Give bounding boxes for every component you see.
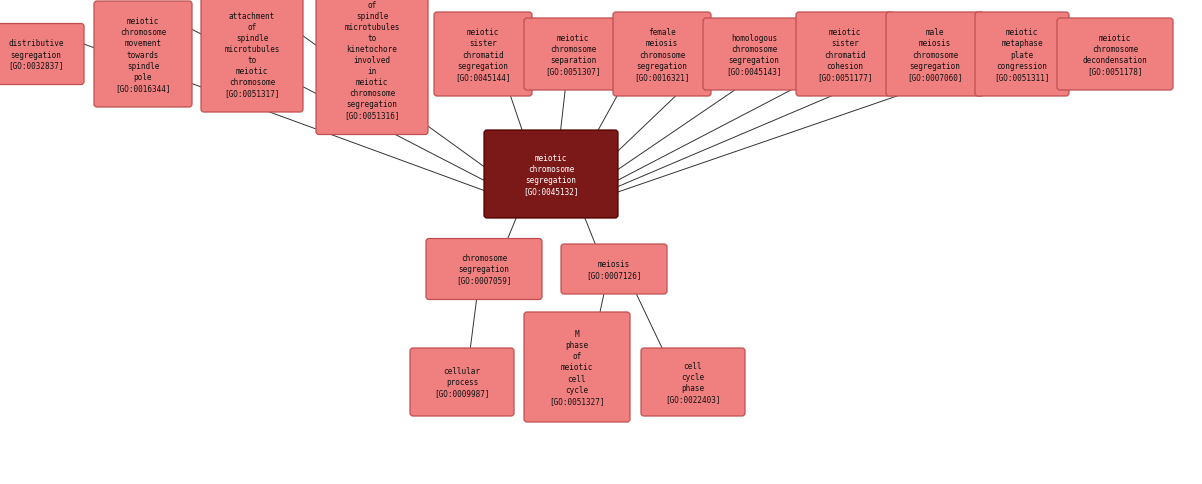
Text: attachment
of
spindle
microtubules
to
meiotic
chromosome
[GO:0051317]: attachment of spindle microtubules to me… <box>225 12 280 98</box>
FancyBboxPatch shape <box>524 312 630 422</box>
Text: cellular
process
[GO:0009987]: cellular process [GO:0009987] <box>434 367 489 398</box>
Text: meiotic
sister
chromatid
cohesion
[GO:0051177]: meiotic sister chromatid cohesion [GO:00… <box>817 28 873 81</box>
Text: meiotic
chromosome
separation
[GO:0051307]: meiotic chromosome separation [GO:005130… <box>546 34 601 76</box>
FancyBboxPatch shape <box>484 131 618 219</box>
Text: male
meiosis
chromosome
segregation
[GO:0007060]: male meiosis chromosome segregation [GO:… <box>908 28 963 81</box>
Text: M
phase
of
meiotic
cell
cycle
[GO:0051327]: M phase of meiotic cell cycle [GO:005132… <box>549 330 605 405</box>
Text: homologous
chromosome
segregation
[GO:0045143]: homologous chromosome segregation [GO:00… <box>726 34 781 76</box>
Text: meiotic
metaphase
plate
congression
[GO:0051311]: meiotic metaphase plate congression [GO:… <box>994 28 1049 81</box>
Text: cell
cycle
phase
[GO:0022403]: cell cycle phase [GO:0022403] <box>665 361 721 403</box>
Text: meiotic
sister
chromatid
segregation
[GO:0045144]: meiotic sister chromatid segregation [GO… <box>456 28 511 81</box>
FancyBboxPatch shape <box>613 13 712 97</box>
Text: attachment
of
spindle
microtubules
to
kinetochore
involved
in
meiotic
chromosome: attachment of spindle microtubules to ki… <box>344 0 400 121</box>
Text: chromosome
segregation
[GO:0007059]: chromosome segregation [GO:0007059] <box>457 254 512 285</box>
FancyBboxPatch shape <box>524 19 621 91</box>
Text: distributive
segregation
[GO:0032837]: distributive segregation [GO:0032837] <box>8 39 64 71</box>
FancyBboxPatch shape <box>316 0 428 135</box>
FancyBboxPatch shape <box>886 13 984 97</box>
Text: meiosis
[GO:0007126]: meiosis [GO:0007126] <box>587 259 642 279</box>
FancyBboxPatch shape <box>796 13 894 97</box>
FancyBboxPatch shape <box>641 348 745 416</box>
FancyBboxPatch shape <box>1057 19 1173 91</box>
FancyBboxPatch shape <box>703 19 805 91</box>
FancyBboxPatch shape <box>201 0 303 113</box>
Text: meiotic
chromosome
segregation
[GO:0045132]: meiotic chromosome segregation [GO:00451… <box>523 153 578 196</box>
FancyBboxPatch shape <box>561 244 667 294</box>
Text: meiotic
chromosome
decondensation
[GO:0051178]: meiotic chromosome decondensation [GO:00… <box>1083 34 1148 76</box>
FancyBboxPatch shape <box>426 239 542 300</box>
Text: meiotic
chromosome
movement
towards
spindle
pole
[GO:0016344]: meiotic chromosome movement towards spin… <box>115 17 171 92</box>
FancyBboxPatch shape <box>434 13 532 97</box>
FancyBboxPatch shape <box>94 2 192 108</box>
FancyBboxPatch shape <box>410 348 514 416</box>
FancyBboxPatch shape <box>0 25 84 85</box>
FancyBboxPatch shape <box>975 13 1069 97</box>
Text: female
meiosis
chromosome
segregation
[GO:0016321]: female meiosis chromosome segregation [G… <box>635 28 690 81</box>
